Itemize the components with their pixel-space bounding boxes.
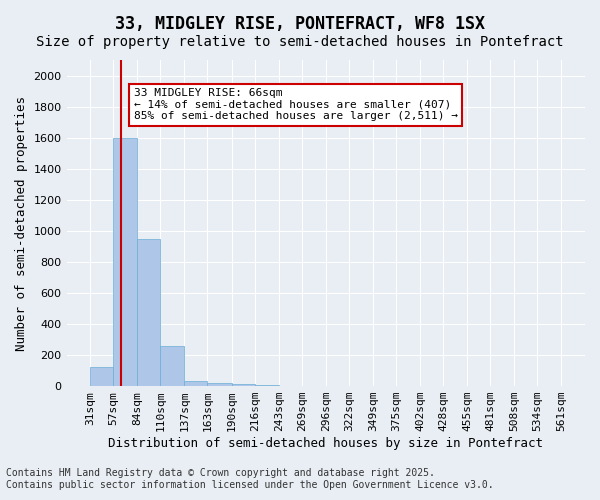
Text: 33 MIDGLEY RISE: 66sqm
← 14% of semi-detached houses are smaller (407)
85% of se: 33 MIDGLEY RISE: 66sqm ← 14% of semi-det…: [134, 88, 458, 121]
Bar: [184, 380, 208, 386]
X-axis label: Distribution of semi-detached houses by size in Pontefract: Distribution of semi-detached houses by …: [108, 437, 543, 450]
Text: 33, MIDGLEY RISE, PONTEFRACT, WF8 1SX: 33, MIDGLEY RISE, PONTEFRACT, WF8 1SX: [115, 15, 485, 33]
Bar: [160, 346, 184, 386]
Bar: [208, 383, 232, 386]
Bar: [137, 238, 160, 386]
Y-axis label: Number of semi-detached properties: Number of semi-detached properties: [15, 96, 28, 350]
Bar: [90, 368, 113, 386]
Bar: [113, 138, 137, 386]
Text: Size of property relative to semi-detached houses in Pontefract: Size of property relative to semi-detach…: [36, 35, 564, 49]
Bar: [232, 384, 254, 386]
Text: Contains HM Land Registry data © Crown copyright and database right 2025.
Contai: Contains HM Land Registry data © Crown c…: [6, 468, 494, 490]
